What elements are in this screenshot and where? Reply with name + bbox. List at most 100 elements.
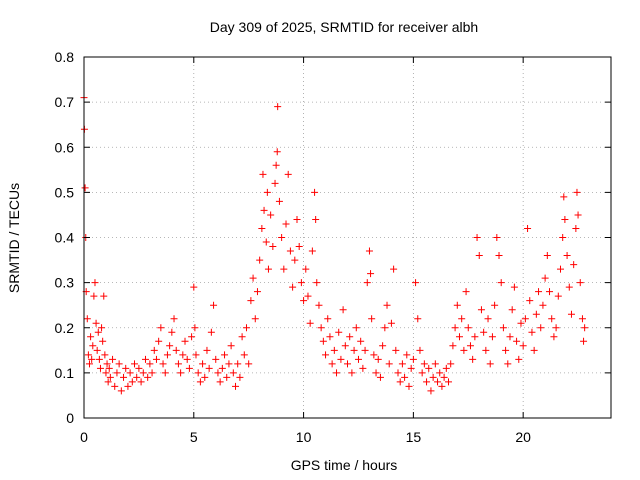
data-point — [232, 382, 240, 390]
data-point — [196, 378, 204, 386]
data-point — [453, 301, 461, 309]
data-point — [385, 360, 393, 368]
data-point — [451, 324, 459, 332]
data-point — [172, 346, 180, 354]
data-point — [168, 328, 176, 336]
data-point — [99, 337, 107, 345]
data-point — [291, 256, 299, 264]
data-point — [381, 324, 389, 332]
data-point — [278, 234, 286, 241]
data-point — [137, 378, 145, 386]
data-point — [152, 355, 160, 363]
data-point — [223, 373, 231, 381]
data-point — [532, 310, 540, 318]
data-point — [344, 360, 351, 368]
data-point — [234, 360, 242, 368]
data-point — [357, 337, 365, 345]
data-point — [280, 265, 288, 273]
data-point — [115, 360, 123, 368]
data-point — [150, 346, 158, 354]
data-point — [105, 364, 113, 372]
data-point — [541, 274, 549, 282]
data-point — [210, 301, 218, 309]
data-point — [466, 342, 474, 350]
data-point — [535, 288, 543, 296]
data-point — [128, 378, 136, 386]
data-point — [473, 234, 481, 241]
data-point — [273, 148, 281, 156]
data-point — [133, 373, 141, 381]
data-point — [374, 355, 382, 363]
data-point — [191, 324, 199, 332]
data-point — [264, 265, 272, 273]
data-point — [289, 283, 297, 291]
data-point — [348, 369, 356, 377]
data-point — [339, 306, 347, 314]
data-point — [166, 342, 174, 350]
data-point — [365, 247, 373, 255]
data-point — [104, 378, 112, 386]
data-point — [352, 324, 360, 332]
data-point — [546, 288, 554, 296]
data-point — [262, 238, 270, 246]
data-point — [335, 328, 343, 336]
data-point — [306, 319, 314, 327]
data-point — [396, 378, 404, 386]
data-point — [521, 315, 529, 323]
data-point — [284, 170, 292, 178]
data-point — [447, 360, 455, 368]
data-point — [460, 346, 468, 354]
data-point — [346, 333, 354, 341]
data-point — [242, 324, 250, 332]
data-point — [106, 373, 114, 381]
data-point — [275, 197, 283, 205]
data-point — [144, 373, 152, 381]
data-point — [89, 342, 97, 350]
data-point — [572, 224, 580, 232]
data-point — [350, 346, 358, 354]
data-point — [524, 224, 532, 232]
data-point — [392, 346, 400, 354]
data-point — [573, 188, 581, 196]
data-point — [367, 270, 375, 278]
x-tick-label: 0 — [80, 429, 88, 445]
data-point — [574, 211, 582, 219]
data-point — [418, 369, 426, 377]
data-point — [403, 351, 411, 359]
data-point — [85, 360, 93, 368]
data-point — [117, 387, 125, 395]
data-point — [376, 373, 384, 381]
data-point — [445, 378, 453, 386]
data-point — [91, 279, 99, 287]
data-point — [416, 346, 424, 354]
y-tick-label: 0.8 — [55, 49, 75, 65]
data-point — [390, 265, 398, 273]
data-point — [260, 206, 268, 214]
data-point — [90, 292, 98, 300]
data-point — [313, 279, 321, 287]
data-point — [322, 351, 330, 359]
data-point — [102, 369, 110, 377]
data-point — [88, 355, 96, 363]
data-point — [407, 364, 415, 372]
data-point — [293, 215, 301, 223]
data-point — [449, 342, 457, 350]
data-point — [271, 179, 279, 187]
data-point — [513, 337, 521, 345]
data-point — [354, 355, 362, 363]
data-point — [214, 369, 222, 377]
data-point — [379, 342, 387, 350]
data-point — [212, 355, 220, 363]
data-point — [155, 337, 163, 345]
data-point — [563, 252, 571, 260]
data-point — [256, 256, 264, 264]
data-point — [517, 319, 525, 327]
data-point — [272, 161, 280, 169]
data-point — [565, 283, 573, 291]
data-point — [495, 252, 503, 260]
data-point — [420, 360, 428, 368]
data-point — [326, 333, 334, 341]
data-point — [576, 279, 584, 287]
data-point — [282, 220, 290, 228]
data-point — [429, 373, 437, 381]
